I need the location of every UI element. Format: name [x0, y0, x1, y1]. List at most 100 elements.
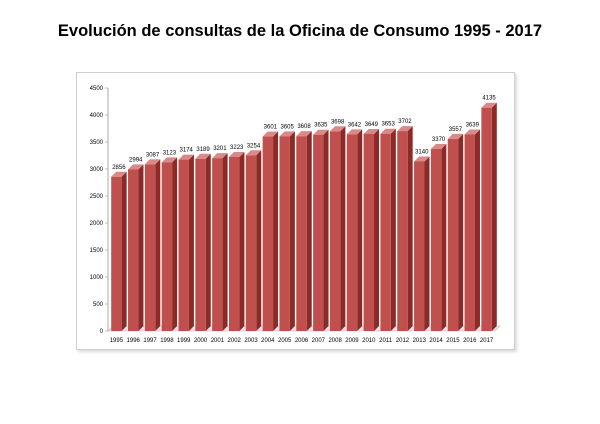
- bar: [481, 107, 492, 332]
- bar-top: [346, 129, 363, 135]
- bar-side: [390, 128, 396, 331]
- data-label: 3087: [146, 152, 160, 158]
- data-label: 3702: [398, 119, 412, 125]
- bar-side: [407, 126, 413, 331]
- x-tick-label: 2004: [261, 338, 275, 344]
- x-tick-label: 2011: [379, 338, 393, 344]
- bar-side: [256, 150, 262, 331]
- x-tick-label: 1995: [110, 338, 124, 344]
- bar-top: [464, 129, 480, 135]
- x-tick-label: 1996: [127, 338, 141, 344]
- bar-top: [262, 131, 279, 137]
- y-tick-label: 4500: [90, 86, 104, 92]
- bar-top: [313, 129, 329, 135]
- data-label: 3174: [180, 148, 194, 154]
- bar-chart: 0 500 1000 1500 2000 2500 3000 3500 4000 4500 2856…: [90, 86, 501, 344]
- bar-side: [121, 171, 127, 331]
- bar-side: [273, 131, 279, 331]
- bar: [329, 131, 341, 331]
- bar-top: [430, 144, 447, 150]
- x-tick-label: 2001: [211, 338, 225, 344]
- bar-top: [111, 171, 127, 177]
- bar: [245, 155, 257, 331]
- x-tick-label: 2002: [228, 338, 242, 344]
- data-label: 3370: [432, 137, 446, 143]
- bar: [296, 136, 307, 331]
- y-tick-label: 3000: [90, 167, 104, 173]
- bar: [212, 158, 223, 331]
- bar-top: [279, 131, 295, 137]
- x-tick-label: 2012: [396, 338, 410, 344]
- bar-top: [329, 126, 346, 132]
- data-label: 3254: [247, 143, 261, 149]
- bar-side: [188, 154, 194, 331]
- x-tick-label: 2000: [194, 338, 208, 344]
- chart-area: 0 500 1000 1500 2000 2500 3000 3500 4000 4500 2856…: [76, 72, 515, 350]
- bar-side: [340, 126, 346, 331]
- bar-top: [161, 157, 178, 163]
- y-tick-label: 0: [100, 329, 104, 335]
- bar-top: [128, 164, 144, 170]
- data-label: 3601: [264, 125, 278, 131]
- bar: [447, 138, 459, 331]
- x-tick-label: 2006: [295, 338, 309, 344]
- y-tick-label: 1500: [90, 248, 104, 254]
- data-label: 2994: [129, 157, 143, 163]
- x-tick-label: 2016: [463, 338, 477, 344]
- bar-side: [239, 151, 245, 331]
- bar-side: [374, 128, 380, 331]
- data-label: 4135: [482, 96, 496, 102]
- bar-side: [323, 129, 329, 331]
- bar-top: [363, 128, 380, 134]
- bar: [397, 131, 408, 331]
- bar-top: [178, 154, 194, 160]
- bar: [380, 133, 391, 331]
- bar-side: [172, 157, 178, 331]
- bar-side: [474, 129, 480, 331]
- bar-side: [458, 133, 464, 331]
- bar-side: [306, 131, 312, 331]
- bar-side: [424, 156, 430, 331]
- chart-title: Evolución de consultas de la Oficina de …: [57, 22, 543, 40]
- bar-top: [481, 102, 497, 108]
- bar-top: [245, 150, 262, 156]
- x-tick-label: 2013: [413, 338, 427, 344]
- y-tick-label: 2000: [90, 221, 104, 227]
- bar-top: [144, 159, 161, 165]
- bar-side: [222, 153, 228, 331]
- bar-side: [138, 164, 144, 331]
- bar-side: [441, 144, 447, 331]
- data-label: 3649: [365, 122, 379, 128]
- x-tick-label: 2005: [278, 338, 292, 344]
- x-tick-label: 1998: [160, 338, 174, 344]
- bar-top: [380, 128, 396, 134]
- x-tick-label: 2003: [244, 338, 258, 344]
- data-label: 3639: [466, 122, 480, 128]
- bar: [279, 136, 290, 331]
- bar: [363, 133, 375, 331]
- bar: [111, 176, 122, 331]
- data-label: 3608: [297, 124, 311, 130]
- y-tick-label: 4000: [90, 113, 104, 119]
- data-label: 3140: [415, 149, 429, 155]
- bar: [128, 169, 139, 331]
- y-tick-label: 500: [93, 302, 104, 308]
- data-label: 3123: [163, 150, 177, 156]
- x-tick-label: 2008: [328, 338, 342, 344]
- data-label: 2856: [112, 165, 126, 171]
- x-tick-label: 1997: [143, 338, 157, 344]
- x-tick-label: 2007: [312, 338, 326, 344]
- x-tick-label: 2017: [480, 338, 494, 344]
- bar-side: [205, 153, 211, 331]
- bar: [313, 134, 324, 331]
- bar: [346, 134, 358, 331]
- bar: [161, 162, 173, 331]
- data-label: 3201: [213, 146, 227, 152]
- data-label: 3557: [449, 127, 463, 133]
- data-label: 3653: [381, 122, 395, 128]
- bar-top: [296, 131, 312, 137]
- x-tick-label: 2009: [345, 338, 359, 344]
- bar-top: [195, 153, 211, 159]
- bar-top: [228, 151, 245, 157]
- data-label: 3698: [331, 119, 345, 125]
